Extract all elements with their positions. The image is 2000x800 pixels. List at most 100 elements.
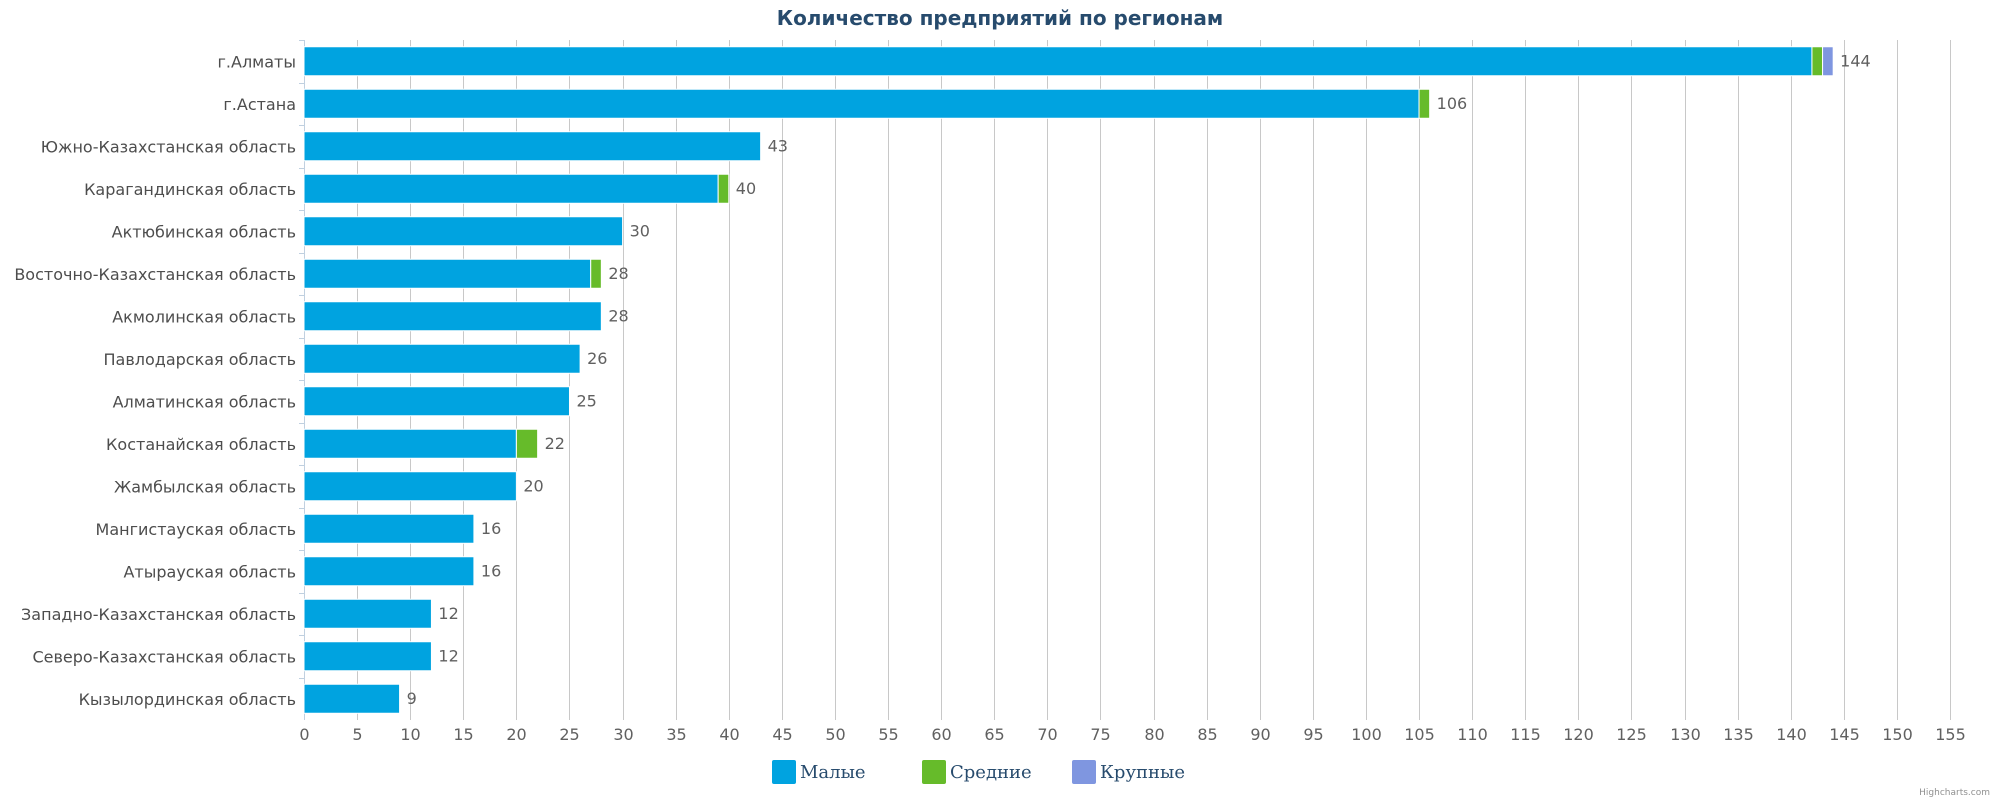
bar-segment bbox=[303, 216, 624, 247]
x-tick-label: 125 bbox=[1616, 725, 1647, 744]
x-tick-label: 100 bbox=[1351, 725, 1382, 744]
bar-segment bbox=[303, 598, 432, 629]
x-tick-label: 75 bbox=[1090, 725, 1110, 744]
category-label: Алматинская область bbox=[113, 392, 296, 411]
data-label: 22 bbox=[545, 434, 565, 453]
x-tick-label: 105 bbox=[1404, 725, 1435, 744]
category-label: Северо-Казахстанская область bbox=[32, 647, 296, 666]
legend-swatch bbox=[922, 760, 946, 784]
x-tick-label: 55 bbox=[878, 725, 898, 744]
bar-segment bbox=[303, 258, 592, 289]
x-tick-label: 115 bbox=[1510, 725, 1541, 744]
bar-segment bbox=[303, 88, 1420, 119]
chart-title: Количество предприятий по регионам bbox=[777, 6, 1224, 30]
credit-text: Highcharts.com bbox=[1919, 788, 1990, 798]
category-label: Костанайская область bbox=[106, 435, 296, 454]
x-tick-label: 80 bbox=[1144, 725, 1164, 744]
bar-segment bbox=[303, 641, 432, 672]
x-tick-label: 145 bbox=[1829, 725, 1860, 744]
category-label: г.Астана bbox=[223, 95, 296, 114]
x-tick-label: 90 bbox=[1250, 725, 1270, 744]
x-tick-label: 65 bbox=[984, 725, 1004, 744]
x-tick-label: 130 bbox=[1670, 725, 1701, 744]
category-label: Акмолинская область bbox=[112, 307, 296, 326]
data-label: 12 bbox=[438, 604, 458, 623]
x-tick-label: 35 bbox=[666, 725, 686, 744]
x-tick-label: 140 bbox=[1776, 725, 1807, 744]
category-label: Кызылординская область bbox=[79, 690, 296, 709]
bar-segment bbox=[303, 513, 475, 544]
y-axis: г.Алматы г.Астана Южно-Казахстанская облас… bbox=[14, 40, 305, 720]
bar-series bbox=[303, 46, 1834, 714]
data-label: 43 bbox=[768, 136, 788, 155]
x-tick-label: 95 bbox=[1303, 725, 1323, 744]
x-tick-label: 5 bbox=[352, 725, 362, 744]
data-label: 26 bbox=[587, 349, 607, 368]
x-tick-label: 110 bbox=[1457, 725, 1488, 744]
data-label: 28 bbox=[608, 306, 628, 325]
data-label: 28 bbox=[608, 264, 628, 283]
bar-segment bbox=[1811, 46, 1824, 77]
legend-label: Средние bbox=[950, 762, 1032, 783]
legend: Малые Средние Крупные bbox=[772, 760, 1185, 784]
x-tick-label: 40 bbox=[719, 725, 739, 744]
bar-segment bbox=[303, 46, 1813, 77]
category-label: Актюбинская область bbox=[112, 222, 296, 241]
data-label: 25 bbox=[576, 391, 596, 410]
x-tick-label: 50 bbox=[825, 725, 845, 744]
x-tick-label: 135 bbox=[1723, 725, 1754, 744]
bar-segment bbox=[303, 556, 475, 587]
x-tick-label: 85 bbox=[1197, 725, 1217, 744]
x-tick-label: 60 bbox=[931, 725, 951, 744]
data-labels: 144 106 43 40 30 28 28 26 25 22 20 16 16 12 12 9 bbox=[407, 51, 1871, 708]
category-label: Западно-Казахстанская область bbox=[21, 605, 296, 624]
x-tick-label: 10 bbox=[400, 725, 420, 744]
legend-swatch bbox=[1072, 760, 1096, 784]
data-label: 9 bbox=[407, 689, 417, 708]
category-label: Южно-Казахстанская область bbox=[41, 137, 296, 156]
category-label: Восточно-Казахстанская область bbox=[14, 265, 296, 284]
bar-segment bbox=[303, 131, 762, 162]
x-tick-label: 25 bbox=[559, 725, 579, 744]
data-label: 30 bbox=[630, 221, 650, 240]
legend-label: Крупные bbox=[1100, 762, 1185, 783]
x-tick-label: 0 bbox=[299, 725, 309, 744]
bar-segment bbox=[717, 173, 730, 204]
category-label: Мангистауская область bbox=[96, 520, 296, 539]
legend-label: Малые bbox=[800, 762, 866, 783]
data-label: 106 bbox=[1437, 94, 1468, 113]
data-label: 144 bbox=[1840, 51, 1871, 70]
data-label: 16 bbox=[481, 519, 501, 538]
bar-segment bbox=[303, 471, 517, 502]
x-axis: 0 5 10 15 20 25 30 35 40 45 50 55 60 65 70 75 80 85 90 95 10… bbox=[299, 725, 1965, 744]
category-label: Атырауская область bbox=[123, 562, 296, 581]
data-label: 12 bbox=[438, 646, 458, 665]
bar-segment bbox=[303, 173, 719, 204]
x-tick-label: 30 bbox=[613, 725, 633, 744]
category-label: Жамбылская область bbox=[114, 477, 296, 496]
data-label: 16 bbox=[481, 561, 501, 580]
x-tick-label: 120 bbox=[1563, 725, 1594, 744]
bar-segment bbox=[1418, 88, 1431, 119]
legend-swatch bbox=[772, 760, 796, 784]
x-tick-label: 20 bbox=[506, 725, 526, 744]
x-tick-label: 150 bbox=[1882, 725, 1913, 744]
x-tick-label: 15 bbox=[453, 725, 473, 744]
bar-segment bbox=[303, 386, 570, 417]
bar-segment bbox=[1822, 46, 1834, 77]
data-label: 20 bbox=[523, 476, 543, 495]
bar-segment bbox=[515, 428, 539, 459]
bar-segment bbox=[303, 428, 517, 459]
category-label: Карагандинская область bbox=[84, 180, 296, 199]
x-tick-label: 70 bbox=[1037, 725, 1057, 744]
bar-segment bbox=[590, 258, 602, 289]
bar-segment bbox=[303, 301, 602, 332]
bar-segment bbox=[303, 343, 581, 374]
x-tick-label: 155 bbox=[1935, 725, 1966, 744]
x-tick-label: 45 bbox=[772, 725, 792, 744]
data-label: 40 bbox=[736, 179, 756, 198]
category-label: Павлодарская область bbox=[103, 350, 296, 369]
bar-segment bbox=[303, 683, 401, 714]
category-label: г.Алматы bbox=[218, 52, 297, 71]
